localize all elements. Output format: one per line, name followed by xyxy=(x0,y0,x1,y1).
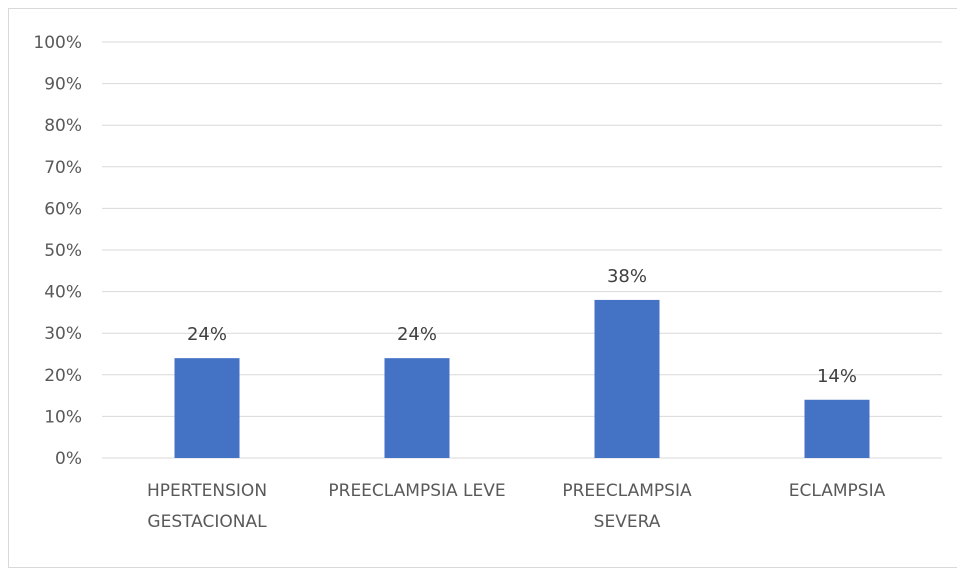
y-tick-label: 30% xyxy=(44,324,82,344)
category-label: SEVERA xyxy=(594,512,661,532)
gridlines xyxy=(102,41,942,459)
x-axis-category-labels: HPERTENSION GESTACIONAL PREECLAMPSIA LEVE P… xyxy=(147,481,886,532)
bar xyxy=(594,299,660,458)
y-tick-label: 10% xyxy=(44,407,82,427)
y-tick-label: 70% xyxy=(44,158,82,178)
y-axis-tick-labels: 0% 10% 20% 30% 40% 50% 60% 70% 80% 90% 100% xyxy=(33,33,82,469)
bar xyxy=(384,358,450,458)
data-label: 38% xyxy=(607,266,647,287)
bars xyxy=(174,299,870,458)
data-label: 24% xyxy=(397,324,437,345)
category-label: HPERTENSION xyxy=(147,481,267,501)
y-tick-label: 20% xyxy=(44,366,82,386)
bar-chart: 0%10%20%30%40%50%60%70%80%90%100% 24% 24%… xyxy=(33,33,942,532)
category-label: PREECLAMPSIA xyxy=(562,481,692,501)
y-tick-label: 40% xyxy=(44,283,82,303)
bar xyxy=(804,399,870,458)
data-label: 24% xyxy=(187,324,227,345)
y-tick-label: 60% xyxy=(44,199,82,219)
y-tick-label: 80% xyxy=(44,116,82,136)
category-label: PREECLAMPSIA LEVE xyxy=(328,481,505,501)
data-labels: 24% 24% 38% 14% xyxy=(187,266,857,387)
bar xyxy=(174,358,240,458)
category-label: GESTACIONAL xyxy=(147,512,267,532)
y-tick-label: 100% xyxy=(33,33,82,53)
data-label: 14% xyxy=(817,366,857,387)
y-tick-label: 90% xyxy=(44,75,82,95)
y-tick-label: 0% xyxy=(55,449,82,469)
category-label: ECLAMPSIA xyxy=(789,481,886,501)
y-tick-label: 50% xyxy=(44,241,82,261)
